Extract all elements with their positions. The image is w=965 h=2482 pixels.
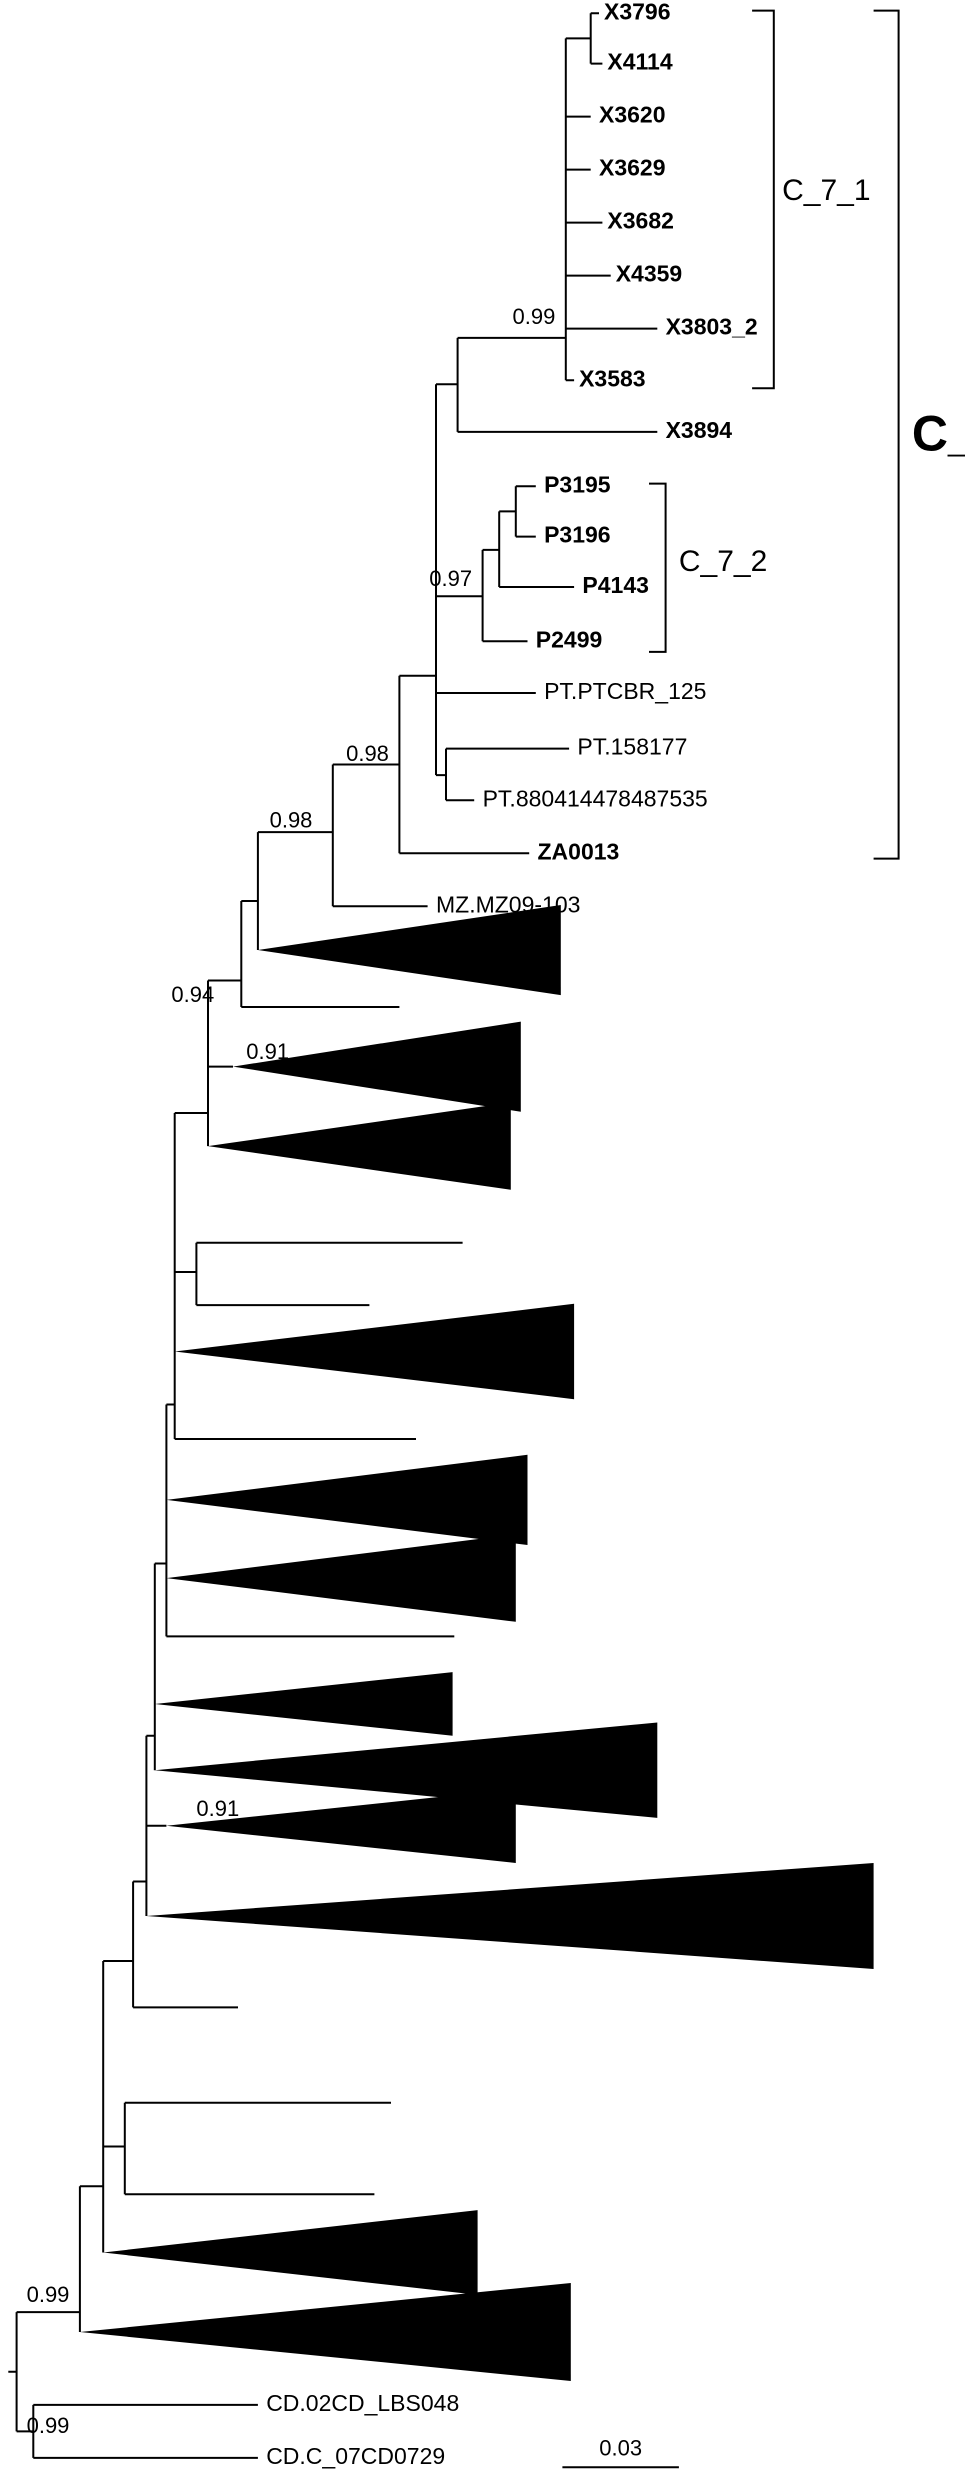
clade-bracket: [752, 9, 775, 390]
leaf-label: X3894: [666, 417, 733, 443]
leaf-label: P2499: [536, 626, 603, 652]
support-value: 0.98: [346, 741, 389, 766]
collapsed-clade: [79, 2283, 571, 2381]
leaf-label: X3796: [604, 0, 671, 24]
clade-label: C_7_1: [782, 174, 870, 207]
collapsed-clade: [154, 1722, 658, 1818]
collapsed-clade: [233, 1021, 521, 1112]
support-value: 0.99: [27, 2282, 70, 2307]
collapsed-clade: [103, 2210, 478, 2295]
support-value: 0.99: [513, 304, 556, 329]
collapsed-clade: [146, 1863, 874, 1969]
support-value: 0.94: [171, 982, 214, 1007]
clade-label: C_7_2: [679, 545, 767, 578]
leaf-label: PT.PTCBR_125: [544, 678, 706, 704]
support-value: 0.91: [246, 1039, 289, 1064]
leaf-label: CD.C_07CD0729: [266, 2443, 445, 2469]
branches: [8, 12, 658, 2459]
support-value: 0.91: [196, 1796, 239, 1821]
support-value: 0.99: [27, 2413, 70, 2438]
leaf-label: P3196: [544, 522, 611, 548]
collapsed-clade: [257, 905, 561, 996]
leaf-label: X3803_2: [666, 314, 758, 340]
clade-label: C_7: [912, 406, 965, 462]
leaf-label: MZ.MZ09-103: [436, 891, 580, 917]
leaf-label: P4143: [582, 572, 649, 598]
leaf-label: X3620: [599, 102, 666, 128]
clade-bracket: [649, 482, 667, 653]
collapsed-clade: [208, 1102, 511, 1190]
leaf-label: X4359: [616, 261, 683, 287]
collapsed-clade: [166, 1454, 528, 1545]
leaf-label: X3682: [607, 208, 674, 234]
scale-bar-label: 0.03: [599, 2436, 642, 2461]
leaf-label: PT.158177: [577, 734, 687, 760]
leaf-label: X4114: [607, 49, 672, 75]
leaf-label: ZA0013: [538, 838, 620, 864]
collapsed-clade: [154, 1672, 453, 1736]
leaf-label: PT.880414478487535: [483, 785, 708, 811]
clade-bracket: [873, 9, 900, 860]
collapsed-clade: [166, 1534, 516, 1622]
collapsed-clade: [166, 1788, 516, 1863]
leaf-label: X3583: [579, 365, 646, 391]
leaf-label: P3195: [544, 471, 611, 497]
leaf-label: CD.02CD_LBS048: [266, 2390, 459, 2416]
support-value: 0.98: [270, 807, 313, 832]
leaf-label: X3629: [599, 155, 666, 181]
collapsed-clade: [174, 1303, 575, 1400]
support-value: 0.97: [429, 566, 472, 591]
